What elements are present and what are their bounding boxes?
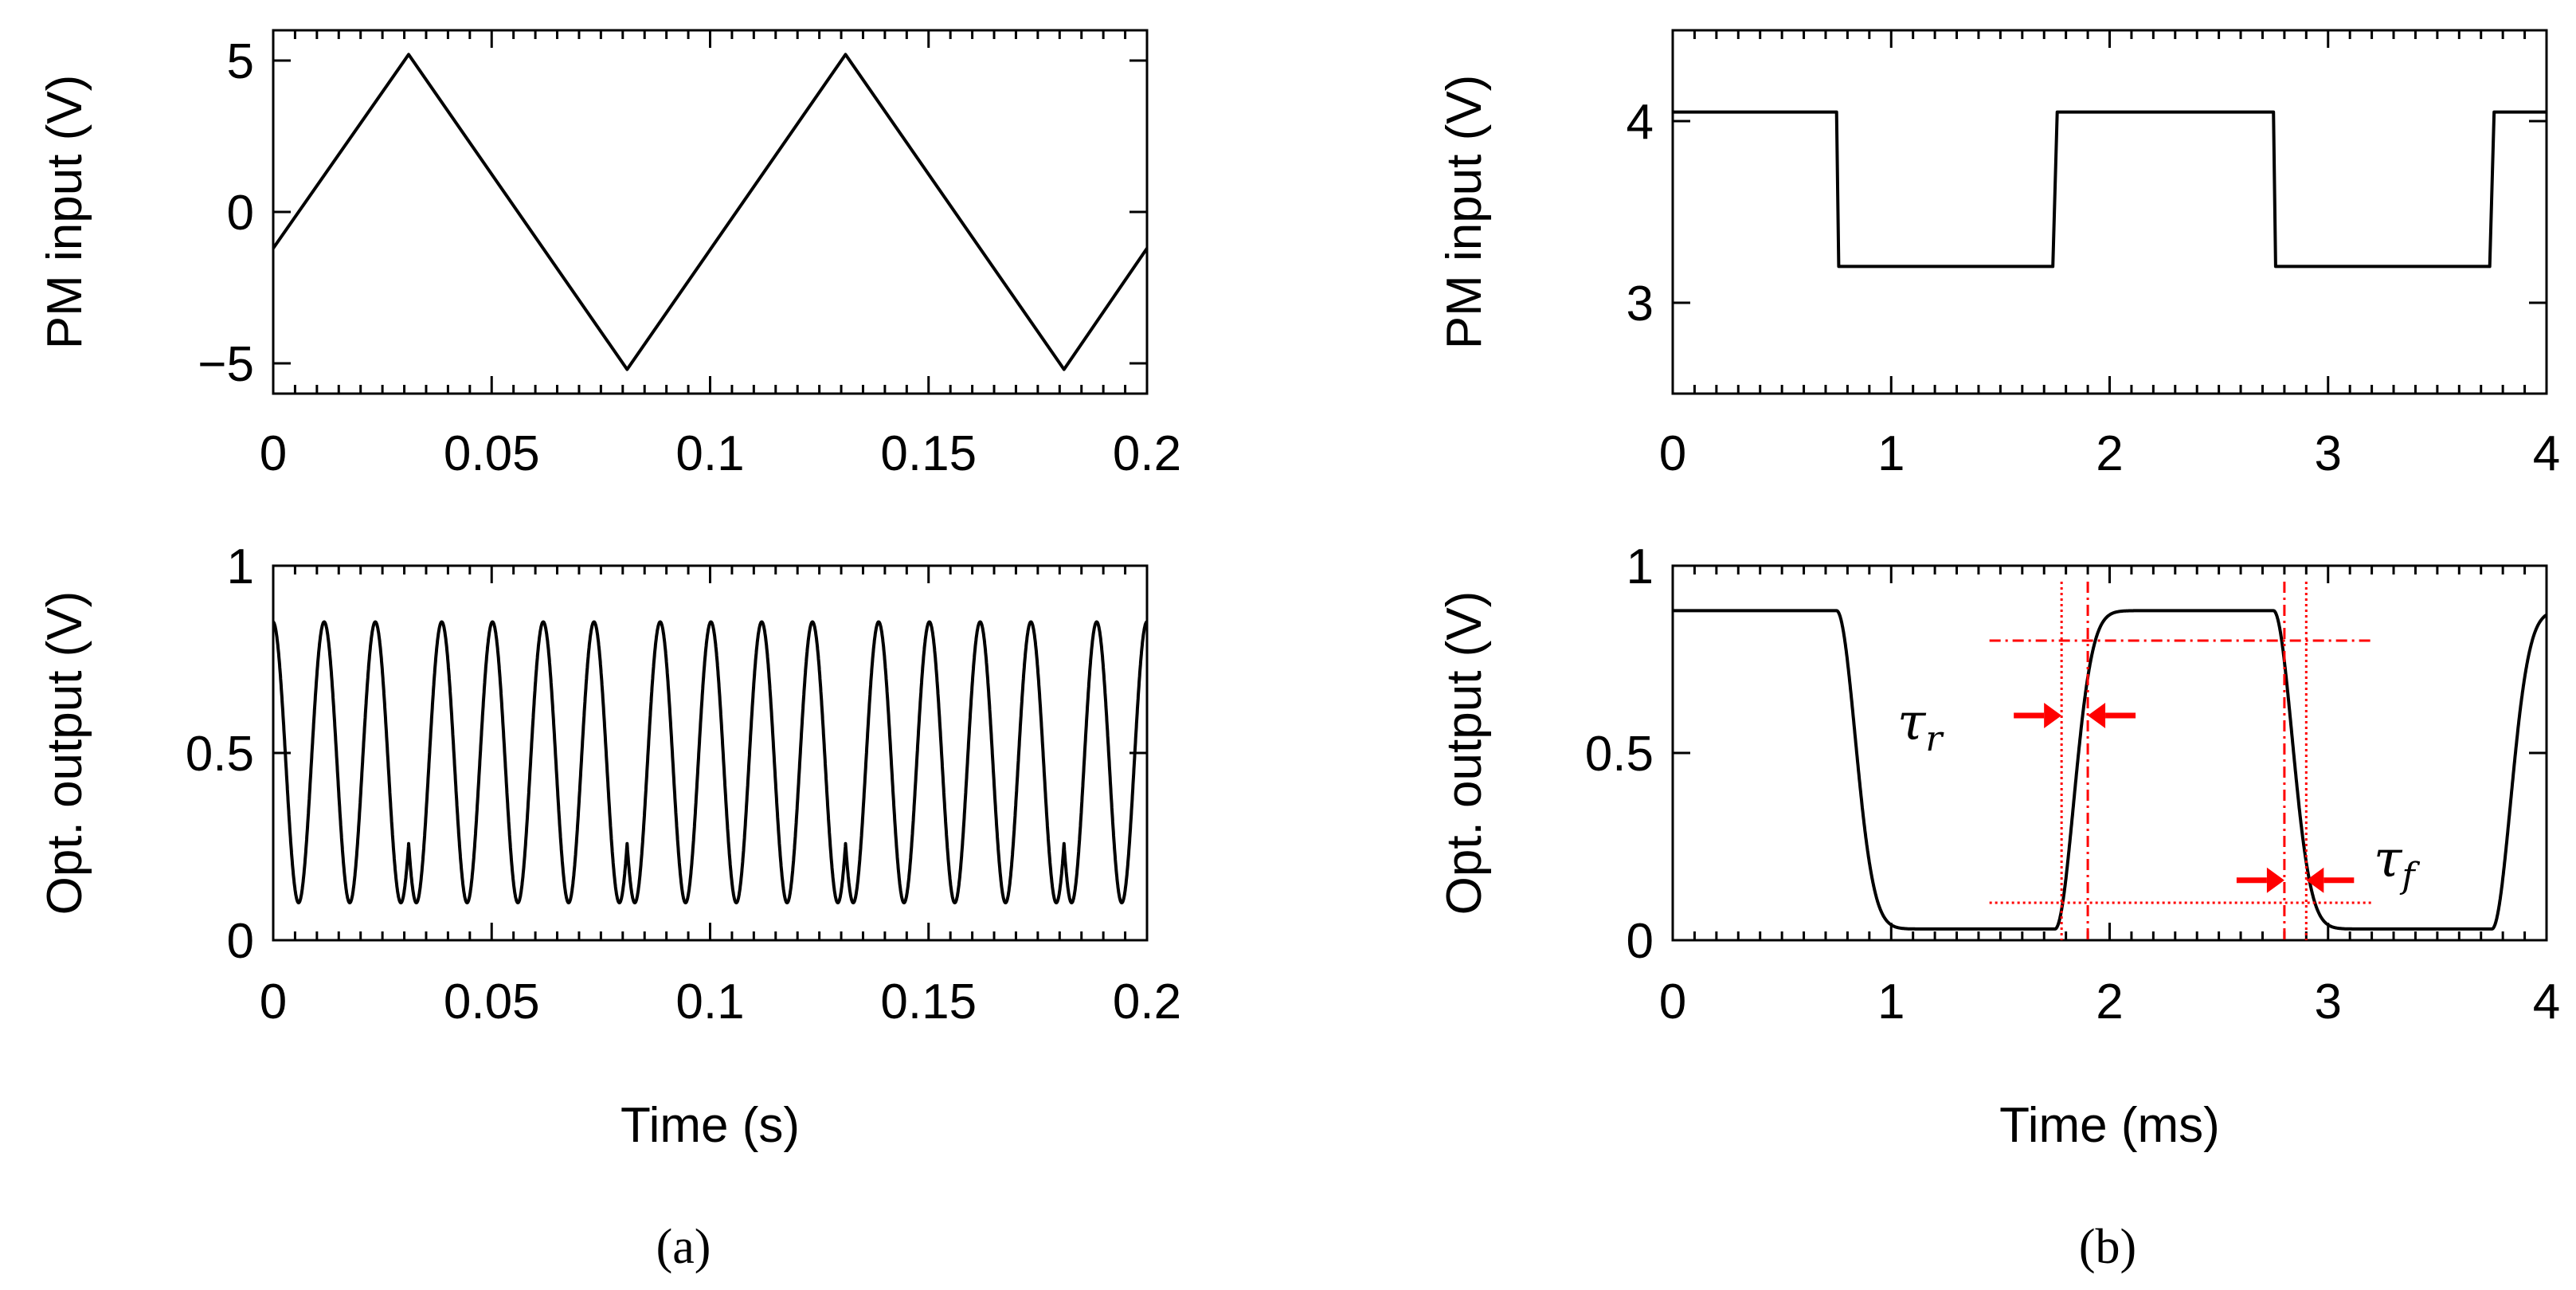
y-axis-label: Opt. output (V)	[1437, 591, 1492, 916]
y-tick-label: 0	[1627, 914, 1654, 969]
x-tick-label: 1	[1877, 974, 1905, 1029]
y-tick-label: 3	[1627, 276, 1654, 331]
x-tick-label: 0.1	[675, 426, 744, 481]
x-tick-label: 4	[2533, 426, 2560, 481]
triangle-wave-line	[272, 53, 1149, 371]
square-wave-line	[1673, 110, 2547, 269]
x-tick-label: 0	[260, 426, 287, 481]
fall-arrow-left-head	[2266, 867, 2284, 893]
y-axis-label: Opt. output (V)	[37, 591, 92, 916]
plot-frame	[272, 29, 1149, 395]
x-tick-label: 0	[1659, 426, 1686, 481]
tau-f-label: τf	[2374, 830, 2420, 896]
panel-a-opt-output: 0 0.05 0.1 0.15 0.2 0 0.5 1 Opt. output (V) Time …	[37, 539, 1181, 1153]
y-tick-label: 4	[1627, 95, 1654, 150]
x-axis-label: Time (s)	[621, 1098, 800, 1153]
y-tick-label: 0	[227, 914, 254, 969]
x-tick-label: 3	[2315, 426, 2342, 481]
x-tick-label: 2	[2096, 426, 2123, 481]
plot-frame	[1671, 564, 2548, 942]
optical-output-line	[272, 620, 1149, 904]
x-tick-label: 0.05	[444, 974, 540, 1029]
x-tick-label: 0	[260, 974, 287, 1029]
switching-response-line	[1671, 609, 2548, 931]
y-axis-label: PM input (V)	[1437, 75, 1492, 350]
y-tick-label: 0.5	[1585, 727, 1654, 782]
y-tick-label: −5	[198, 337, 254, 392]
x-tick-label: 4	[2533, 974, 2560, 1029]
x-axis-label: Time (ms)	[1999, 1098, 2220, 1153]
y-tick-label: 1	[227, 539, 254, 594]
fall-arrow-right-head	[2306, 867, 2324, 893]
timing-annotations: τr τf	[1897, 582, 2420, 940]
y-tick-label: 5	[227, 34, 254, 89]
caption-a: (a)	[656, 1220, 711, 1274]
x-tick-label: 0.1	[675, 974, 744, 1029]
x-tick-label: 0	[1659, 974, 1686, 1029]
x-tick-label: 1	[1877, 426, 1905, 481]
x-tick-label: 0.15	[880, 974, 977, 1029]
y-tick-label: 1	[1627, 539, 1654, 594]
rise-arrow-left-head	[2044, 703, 2062, 728]
x-tick-label: 2	[2096, 974, 2123, 1029]
y-tick-label: 0.5	[186, 727, 254, 782]
rise-arrow-right-head	[2088, 703, 2106, 728]
y-axis-label: PM input (V)	[37, 75, 92, 350]
panel-b-pm-input: 0 1 2 3 4 3 4 PM input (V)	[1437, 29, 2560, 481]
panel-b-opt-output: 0 1 2 3 4 0 0.5 1 Opt. output (V) Time (ms)	[1437, 539, 2560, 1153]
y-tick-label: 0	[227, 186, 254, 241]
x-tick-label: 0.2	[1113, 426, 1181, 481]
x-tick-label: 3	[2315, 974, 2342, 1029]
plot-frame	[1671, 29, 2548, 395]
x-tick-label: 0.2	[1113, 974, 1181, 1029]
x-tick-label: 0.15	[880, 426, 977, 481]
caption-b: (b)	[2079, 1220, 2136, 1274]
tau-r-label: τr	[1897, 693, 1944, 759]
x-tick-label: 0.05	[444, 426, 540, 481]
